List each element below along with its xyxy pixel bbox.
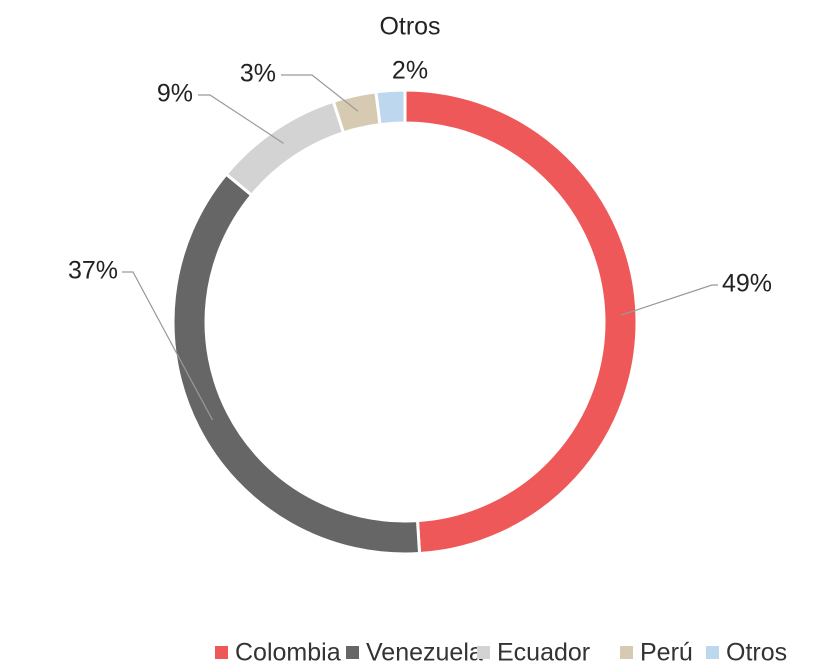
legend-swatch: [620, 646, 633, 659]
legend-label: Colombia: [235, 639, 341, 667]
legend-label: Perú: [640, 639, 693, 667]
legend-label: Ecuador: [497, 639, 590, 667]
donut-slice: [403, 88, 639, 556]
leader-line: [281, 74, 359, 112]
legend-label: Otros: [726, 639, 787, 667]
donut-slice: [374, 88, 407, 127]
data-label: 3%: [240, 60, 276, 88]
donut-slice: [224, 99, 346, 198]
data-label: 2%: [392, 57, 428, 85]
legend-label: Venezuela: [366, 639, 483, 667]
leader-line: [198, 94, 284, 144]
legend-swatch: [215, 646, 228, 659]
legend-swatch: [706, 646, 719, 659]
legend-swatch: [346, 646, 359, 659]
donut-slice: [171, 172, 422, 556]
leader-line: [122, 271, 214, 421]
data-label-name: Otros: [379, 13, 440, 41]
data-label: 37%: [68, 257, 118, 285]
legend-swatch: [477, 646, 490, 659]
data-label: 9%: [157, 80, 193, 108]
leader-line: [620, 284, 718, 316]
data-label: 49%: [722, 270, 772, 298]
